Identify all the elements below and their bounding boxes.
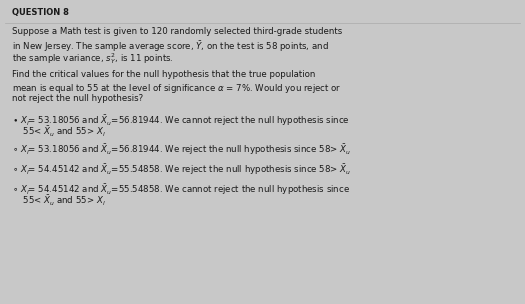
Text: $\bullet$ $X_l$= 53.18056 and $\bar{X}_u$=56.81944. We cannot reject the null hy: $\bullet$ $X_l$= 53.18056 and $\bar{X}_u…: [12, 113, 350, 128]
Text: $\circ$ $X_l$= 53.18056 and $\bar{X}_u$=56.81944. We reject the null hypothesis : $\circ$ $X_l$= 53.18056 and $\bar{X}_u$=…: [12, 142, 351, 157]
Text: Suppose a Math test is given to 120 randomly selected third-grade students: Suppose a Math test is given to 120 rand…: [12, 27, 342, 36]
Text: the sample variance, $s^2_Y$, is 11 points.: the sample variance, $s^2_Y$, is 11 poin…: [12, 51, 174, 66]
Text: QUESTION 8: QUESTION 8: [12, 8, 69, 17]
Text: not reject the null hypothesis?: not reject the null hypothesis?: [12, 94, 143, 103]
Text: Find the critical values for the null hypothesis that the true population: Find the critical values for the null hy…: [12, 70, 316, 79]
Text: 55< $\bar{X}_u$ and 55> $X_l$: 55< $\bar{X}_u$ and 55> $X_l$: [12, 125, 106, 139]
Text: $\circ$ $X_l$= 54.45142 and $\bar{X}_u$=55.54858. We reject the null hypothesis : $\circ$ $X_l$= 54.45142 and $\bar{X}_u$=…: [12, 162, 351, 177]
Text: in New Jersey. The sample average score, $\bar{Y}$, on the test is 58 points, an: in New Jersey. The sample average score,…: [12, 39, 329, 54]
Text: mean is equal to 55 at the level of significance $\alpha$ = 7%. Would you reject: mean is equal to 55 at the level of sign…: [12, 82, 341, 95]
Text: $\circ$ $X_l$= 54.45142 and $\bar{X}_u$=55.54858. We cannot reject the null hypo: $\circ$ $X_l$= 54.45142 and $\bar{X}_u$=…: [12, 182, 350, 197]
Text: 55< $\bar{X}_u$ and 55> $X_l$: 55< $\bar{X}_u$ and 55> $X_l$: [12, 194, 106, 208]
